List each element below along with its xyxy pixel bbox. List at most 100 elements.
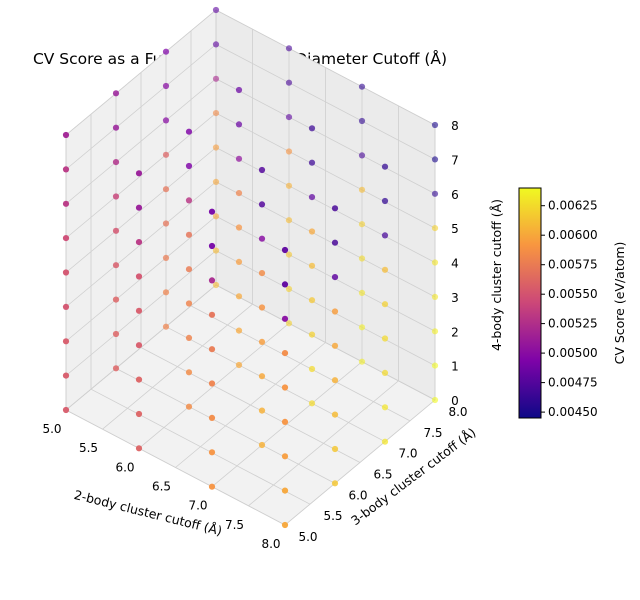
scatter-point [331,411,339,418]
scatter-point [285,114,293,121]
scatter-point [112,193,120,200]
z-tick-label: 8 [451,119,459,133]
scatter-point [331,239,339,246]
scatter-point [358,152,366,159]
colorbar-tick-label: 0.00525 [548,317,598,331]
scatter-point [308,400,316,407]
scatter-point [281,281,289,288]
scatter-point [185,231,193,238]
scatter-point [208,311,216,318]
scatter-point [135,204,143,211]
scatter-point [112,330,120,338]
scatter-point [431,259,439,266]
scatter-point [331,377,339,384]
colorbar-label: CV Score (eV/atom) [612,242,627,365]
scatter-point [381,335,389,342]
scatter-point [281,315,289,322]
scatter-point [208,346,216,353]
scatter-point [162,254,170,261]
scatter-point [308,125,316,132]
scatter-point [208,242,216,250]
scatter-point [358,117,366,125]
scatter-point [285,251,293,258]
scatter-point [235,155,243,162]
scatter-point [162,186,170,193]
y-tick-label: 5.0 [298,530,317,544]
x-tick-label: 6.0 [115,460,134,474]
colorbar-tick-label: 0.00575 [548,258,598,272]
scatter-point [431,362,439,369]
scatter-point [235,190,243,197]
scatter-point [235,293,243,300]
scatter-point [212,110,220,117]
scatter-point [62,372,70,379]
scatter-point [212,75,220,82]
scatter-point [235,327,243,334]
grid-line [215,9,436,126]
scatter-point [285,182,293,189]
y-tick-label: 7.5 [423,426,442,440]
scatter-point [212,281,220,289]
axis-ticks: 5.0 5.5 6.0 6.5 7.0 7.5 8.0 5.0 5.5 6.0 6.5 7.0 7.5 8… [42,119,467,551]
z-tick-label: 4 [451,257,459,271]
scatter-point [62,235,70,242]
scatter-point [381,266,389,273]
scatter-point [331,205,339,212]
scatter-point [381,197,389,205]
scatter-point [331,274,339,281]
colorbar: 0.00450 0.00475 0.00500 0.00525 0.00550 0.005… [518,187,627,419]
scatter-point [381,438,389,445]
x-tick-label: 6.5 [152,480,171,494]
scatter-point [308,228,316,235]
scatter-point [281,487,289,494]
scatter-point [308,365,316,373]
scatter-point [185,162,193,170]
scatter-point [162,82,170,90]
scatter-point [162,220,170,227]
grid-line [215,112,436,229]
scatter-point [285,79,293,86]
x-tick-label: 7.0 [188,499,207,513]
z-tick-label: 3 [451,291,459,305]
scatter-point [112,296,120,303]
scatter-point [258,166,266,174]
scatter-point [185,197,193,204]
grid-line [65,409,286,526]
scatter-point [431,328,439,335]
scatter-point [112,262,120,269]
scatter-point [62,269,70,276]
scatter-point [185,128,193,135]
z-tick-label: 5 [451,222,459,236]
grid-line [215,44,436,160]
scatter-point [208,483,216,490]
scatter-point [431,156,439,163]
x-tick-label: 7.5 [225,518,244,532]
colorbar-tick-label: 0.00625 [548,199,598,213]
scatter-point [185,334,193,341]
scatter-point [285,217,293,224]
scatter-point [212,144,220,151]
colorbar-tick-label: 0.00475 [548,376,598,390]
scatter-point [208,277,216,284]
scatter-point [135,342,143,349]
scatter-point [212,178,220,185]
scatter-point [358,221,366,228]
colorbar-tick-label: 0.00600 [548,228,598,242]
x-tick-label: 5.5 [79,441,98,455]
grid-line [65,9,217,136]
z-tick-label: 2 [451,325,459,339]
scatter-point [331,445,339,453]
colorbar-tick-label: 0.00550 [548,287,598,301]
scatter-point [331,480,339,487]
scatter-point [381,369,389,376]
scatter-point [258,441,266,449]
scatter-point [135,307,143,314]
scatter-point [258,235,266,242]
scatter-point [281,350,289,357]
scatter-point [185,403,193,410]
scatter-point [308,194,316,201]
colorbar-gradient [518,187,542,419]
scatter-point [331,308,339,315]
scatter-point [285,148,293,155]
y-tick-label: 7.0 [398,447,417,461]
